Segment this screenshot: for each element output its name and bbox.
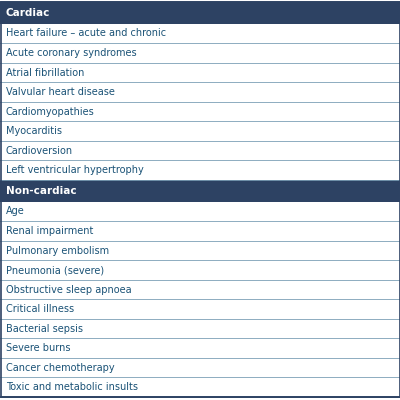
Bar xyxy=(0,378,400,397)
Text: Cardioversion: Cardioversion xyxy=(6,146,73,156)
Text: Acute coronary syndromes: Acute coronary syndromes xyxy=(6,48,137,58)
Text: Pulmonary embolism: Pulmonary embolism xyxy=(6,246,109,256)
Text: Cardiac: Cardiac xyxy=(6,8,50,18)
Bar xyxy=(0,221,400,241)
Text: Valvular heart disease: Valvular heart disease xyxy=(6,87,115,97)
Bar xyxy=(0,2,400,24)
Bar xyxy=(0,160,400,180)
Bar xyxy=(0,102,400,121)
Text: Cancer chemotherapy: Cancer chemotherapy xyxy=(6,363,115,373)
Text: Critical illness: Critical illness xyxy=(6,304,74,314)
Text: Toxic and metabolic insults: Toxic and metabolic insults xyxy=(6,382,138,392)
Bar xyxy=(0,43,400,63)
Text: Non-cardiac: Non-cardiac xyxy=(6,186,77,196)
Bar xyxy=(0,141,400,160)
Bar xyxy=(0,241,400,260)
Bar xyxy=(0,82,400,102)
Bar xyxy=(0,280,400,299)
Text: Renal impairment: Renal impairment xyxy=(6,226,93,236)
Text: Pneumonia (severe): Pneumonia (severe) xyxy=(6,265,104,275)
Text: Heart failure – acute and chronic: Heart failure – acute and chronic xyxy=(6,28,166,38)
Text: Obstructive sleep apnoea: Obstructive sleep apnoea xyxy=(6,284,132,294)
Bar xyxy=(0,358,400,378)
Bar xyxy=(0,338,400,358)
Text: Severe burns: Severe burns xyxy=(6,343,70,353)
Text: Cardiomyopathies: Cardiomyopathies xyxy=(6,107,95,117)
Text: Atrial fibrillation: Atrial fibrillation xyxy=(6,68,84,78)
Bar xyxy=(0,63,400,82)
Bar xyxy=(0,299,400,319)
Bar xyxy=(0,180,400,202)
Text: Myocarditis: Myocarditis xyxy=(6,126,62,136)
Bar xyxy=(0,121,400,141)
Bar xyxy=(0,260,400,280)
Bar xyxy=(0,202,400,221)
Bar xyxy=(0,319,400,338)
Text: Left ventricular hypertrophy: Left ventricular hypertrophy xyxy=(6,165,144,175)
Text: Bacterial sepsis: Bacterial sepsis xyxy=(6,324,83,334)
Bar xyxy=(0,24,400,43)
Text: Age: Age xyxy=(6,206,25,216)
